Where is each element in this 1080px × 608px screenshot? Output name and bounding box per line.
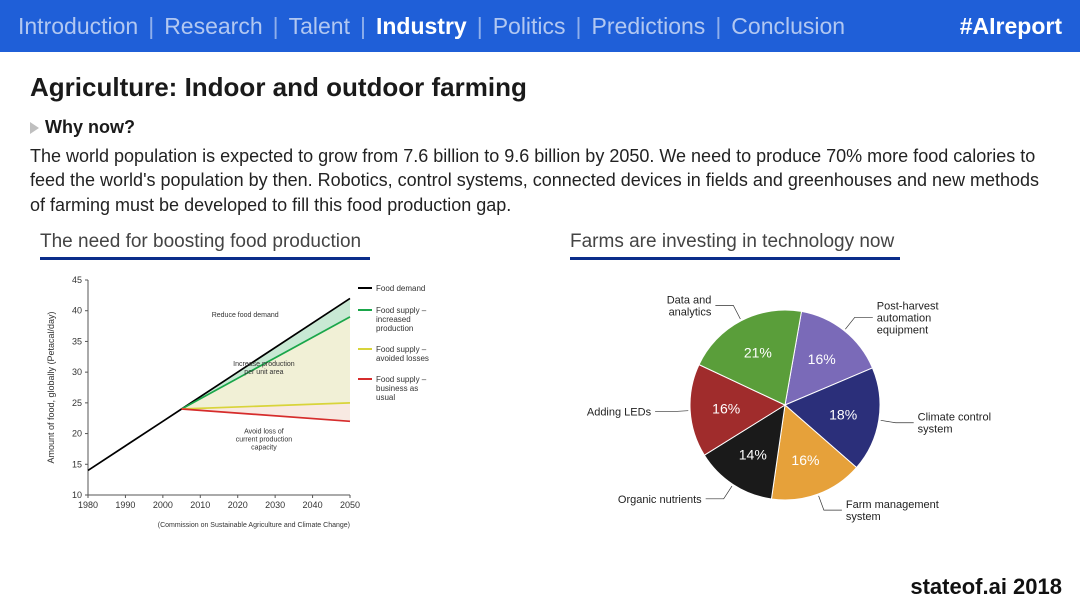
svg-text:Organic nutrients: Organic nutrients — [618, 494, 702, 506]
svg-text:1980: 1980 — [78, 500, 98, 510]
svg-text:18%: 18% — [829, 406, 857, 422]
svg-text:Food demand: Food demand — [376, 284, 425, 293]
svg-text:Climate control: Climate control — [918, 412, 991, 424]
svg-text:Food supply –: Food supply – — [376, 306, 427, 315]
svg-text:Post-harvest: Post-harvest — [877, 300, 939, 312]
content: Agriculture: Indoor and outdoor farming … — [0, 52, 1080, 540]
line-chart: 10 15 20 25 30 35 40 45 1980 1990 2000 2010 2020 2030… — [40, 270, 470, 530]
line-chart-col: The need for boosting food production 10… — [40, 231, 500, 540]
svg-text:production: production — [376, 324, 413, 333]
line-chart-title: The need for boosting food production — [40, 231, 370, 260]
svg-text:Data and: Data and — [667, 294, 712, 306]
nav-introduction[interactable]: Introduction — [18, 13, 138, 40]
svg-text:capacity: capacity — [251, 444, 277, 451]
nav-research[interactable]: Research — [164, 13, 262, 40]
nav-predictions[interactable]: Predictions — [592, 13, 706, 40]
svg-text:Farm management: Farm management — [846, 499, 939, 511]
svg-text:21%: 21% — [744, 345, 772, 361]
pie-chart-title: Farms are investing in technology now — [570, 231, 900, 260]
svg-text:45: 45 — [72, 275, 82, 285]
svg-text:2020: 2020 — [228, 500, 248, 510]
svg-text:per unit area: per unit area — [244, 369, 283, 376]
svg-text:usual: usual — [376, 393, 395, 402]
footer: stateof.ai 2018 — [910, 574, 1062, 600]
svg-text:2000: 2000 — [153, 500, 173, 510]
svg-text:15: 15 — [72, 459, 82, 469]
svg-text:20: 20 — [72, 428, 82, 438]
svg-text:(Commission on Sustainable Agr: (Commission on Sustainable Agriculture a… — [158, 522, 350, 529]
svg-text:Increase production: Increase production — [233, 361, 295, 368]
page-title: Agriculture: Indoor and outdoor farming — [30, 72, 1050, 103]
svg-text:2050: 2050 — [340, 500, 360, 510]
nav-industry[interactable]: Industry — [376, 13, 467, 40]
svg-text:30: 30 — [72, 367, 82, 377]
svg-text:14%: 14% — [739, 446, 767, 462]
svg-text:10: 10 — [72, 490, 82, 500]
pie-chart-col: Farms are investing in technology now 16… — [570, 231, 1040, 540]
svg-text:current production: current production — [236, 436, 293, 443]
svg-text:Amount of food, globally (Peta: Amount of food, globally (Petacal/day) — [46, 311, 56, 463]
svg-text:25: 25 — [72, 398, 82, 408]
hashtag: #AIreport — [960, 13, 1062, 40]
svg-text:40: 40 — [72, 306, 82, 316]
svg-text:Food supply –: Food supply – — [376, 375, 427, 384]
nav-talent[interactable]: Talent — [289, 13, 350, 40]
charts-row: The need for boosting food production 10… — [30, 231, 1050, 540]
svg-text:avoided losses: avoided losses — [376, 354, 429, 363]
svg-text:system: system — [918, 424, 953, 436]
svg-text:analytics: analytics — [669, 306, 712, 318]
topbar: Introduction| Research| Talent| Industry… — [0, 0, 1080, 52]
svg-text:Adding LEDs: Adding LEDs — [587, 406, 652, 418]
svg-text:35: 35 — [72, 336, 82, 346]
nav-politics[interactable]: Politics — [493, 13, 566, 40]
svg-text:automation: automation — [877, 312, 931, 324]
nav-conclusion[interactable]: Conclusion — [731, 13, 845, 40]
svg-text:Food supply –: Food supply – — [376, 345, 427, 354]
svg-text:2010: 2010 — [190, 500, 210, 510]
svg-text:2030: 2030 — [265, 500, 285, 510]
svg-text:16%: 16% — [712, 400, 740, 416]
svg-text:2040: 2040 — [303, 500, 323, 510]
svg-text:16%: 16% — [791, 452, 819, 468]
caret-icon — [30, 122, 39, 134]
subhead-row: Why now? — [30, 117, 1050, 138]
svg-text:1990: 1990 — [115, 500, 135, 510]
svg-text:increased: increased — [376, 315, 411, 324]
svg-text:Avoid loss of: Avoid loss of — [244, 428, 284, 435]
subhead: Why now? — [45, 117, 135, 138]
svg-text:system: system — [846, 511, 881, 523]
svg-text:Reduce food demand: Reduce food demand — [212, 312, 279, 319]
svg-text:16%: 16% — [808, 351, 836, 367]
pie-chart: 16% Post-harvestautomationequipment 18% Cli… — [570, 270, 1040, 540]
svg-text:business as: business as — [376, 384, 418, 393]
svg-text:equipment: equipment — [877, 324, 928, 336]
body-text: The world population is expected to grow… — [30, 144, 1050, 217]
